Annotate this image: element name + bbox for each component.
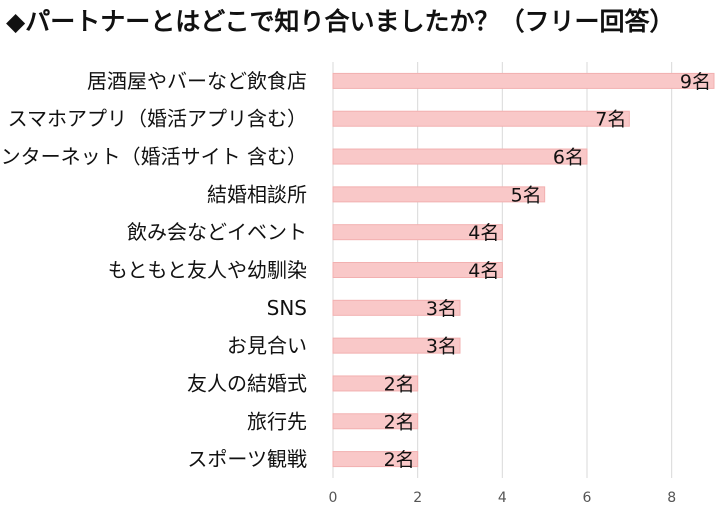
bar-6 [332,299,461,316]
value-label-6: 3名 [426,298,457,320]
category-label-4: 飲み会などイベント [127,220,307,244]
value-label-7: 3名 [426,336,457,358]
value-label-8: 2名 [384,373,415,395]
category-label-9: 旅行先 [247,409,307,433]
category-label-8: 友人の結婚式 [187,371,307,395]
value-label-1: 7名 [595,109,626,131]
category-label-0: 居酒屋やバーなど飲食店 [87,69,307,93]
category-label-5: もともと友人や幼馴染 [108,258,307,282]
value-label-5: 4名 [468,260,499,282]
x-tick-label-2: 4 [498,490,507,506]
bar-7 [332,337,461,354]
category-label-3: 結婚相談所 [207,182,307,206]
category-label-2: インターネット（婚活サイト 含む） [0,145,307,169]
category-label-1: スマホアプリ（婚活アプリ含む） [8,107,307,131]
value-label-3: 5名 [511,184,542,206]
bar-0 [332,72,715,89]
bar-3 [332,186,546,203]
bar-8 [332,375,419,392]
bar-9 [332,413,419,430]
bar-10 [332,451,419,468]
x-tick-label-4: 8 [667,490,676,506]
category-label-10: スポーツ観戦 [187,447,307,471]
bar-1 [332,110,630,127]
chart-title: ◆パートナーとはどこで知り合いましたか？（フリー回答） [6,7,675,36]
category-label-7: お見合い [227,334,307,358]
value-label-10: 2名 [384,449,415,471]
value-label-2: 6名 [553,147,584,169]
value-label-0: 9名 [680,71,711,93]
x-tick-label-0: 0 [329,490,338,506]
value-label-4: 4名 [468,222,499,244]
bar-4 [332,224,503,241]
bar-5 [332,262,503,278]
x-tick-label-3: 6 [583,490,592,506]
x-tick-label-1: 2 [413,490,422,506]
bar-2 [332,148,588,165]
category-label-6: SNS [267,296,307,320]
value-label-9: 2名 [384,411,415,433]
